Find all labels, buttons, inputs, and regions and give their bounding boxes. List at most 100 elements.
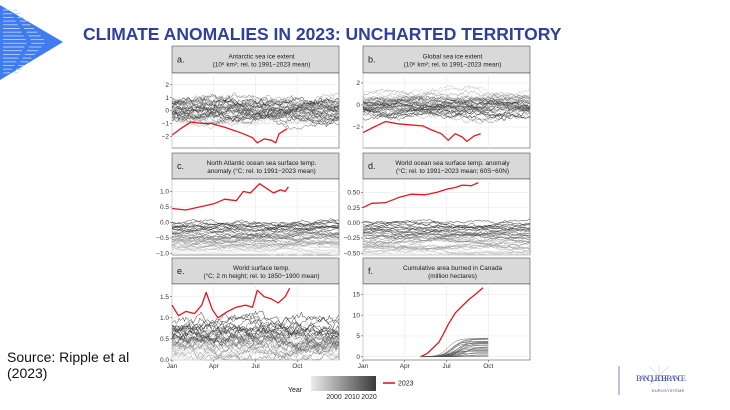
y-tick-label: 1.5 [160,294,169,301]
year-line [171,323,340,344]
year-line [171,105,340,126]
y-tick-label: 0 [165,108,169,115]
y-tick-label: 1.0 [160,315,169,322]
year-line [362,243,531,251]
year-line [171,238,340,249]
year-line [171,328,340,351]
y-tick-label: 10 [353,312,361,319]
year-line [362,243,531,251]
panel-title-line: (10⁶ km²; rel. to 1991−2023 mean) [404,62,502,69]
year-line [171,98,340,117]
year-line [362,224,531,233]
panel-header [362,45,531,74]
year-line [171,226,340,240]
year-line [171,99,340,121]
year-line [172,237,340,247]
year-line [362,220,531,229]
year-line [362,226,531,233]
year-line [171,339,340,361]
historical-year-lines [171,218,340,256]
series-2023-line [362,120,481,143]
year-line [171,245,340,253]
year-line [171,219,340,232]
y-tick-label: 0.50 [347,190,360,197]
year-line [171,105,340,124]
panel-letter: d. [368,161,376,171]
year-line [362,104,531,117]
year-line [171,233,340,241]
panel-letter: e. [177,266,185,276]
panel-letter: b. [368,55,376,65]
y-tick-label: −2 [353,124,361,131]
year-line [171,317,340,342]
year-line [171,332,340,359]
panel-title-line: World surface temp. [233,265,290,272]
year-line [172,323,340,348]
year-line [422,338,489,357]
y-tick-label: 1.0 [160,189,169,196]
panel-e: e. World surface temp.(°C; 2 m height; re… [160,257,340,370]
year-line [171,106,340,121]
x-tick-label: Jan [358,363,369,370]
y-tick-label: 0.00 [347,220,360,227]
year-line [171,227,340,238]
panel-header [362,152,531,180]
chart-grid: a. Antarctic sea ice extent(10⁶ km²; rel.… [156,45,531,370]
source-line-2: (2023) [7,365,47,381]
year-line [422,343,489,357]
legend: Year 2000 2010 2020 2023 [288,376,414,401]
panel-title-line: (10⁶ km²; rel. to 1991−2023 mean) [213,62,311,69]
panel-c: c. North Atlantic ocean sea surface temp.… [156,152,340,258]
y-tick-label: 5 [356,333,360,340]
y-tick-label: 0 [356,354,360,361]
year-line [171,234,340,246]
y-tick-label: 1 [165,95,169,102]
x-tick-label: Jan [167,363,178,370]
source-line-1: Source: Ripple et al [7,349,129,365]
year-line [362,218,531,229]
year-line [362,100,531,113]
panel-title-line: Antarctic sea ice extent [228,54,294,61]
y-tick-label: −1.0 [156,251,169,258]
y-tick-label: −0.50 [344,250,361,257]
panel-header [171,45,340,74]
year-line [171,311,340,329]
year-line [171,97,340,116]
year-line [362,231,531,240]
year-line [171,325,340,355]
year-line [171,335,340,361]
year-line [362,236,530,244]
panel-title-line: Cumulative area burned in Canada [403,265,503,272]
year-line [171,314,340,331]
y-tick-label: 2 [356,80,360,87]
year-line [171,245,340,256]
year-line [362,249,530,256]
year-line [171,219,340,230]
panel-b: b. Global sea ice extent(10⁶ km²; rel. to… [353,45,531,149]
year-line [362,234,531,244]
year-line [171,224,340,232]
legend-label-2020: 2020 [361,394,377,401]
year-line [171,225,340,232]
y-tick-label: 2 [165,82,169,89]
panel-header [171,152,340,180]
historical-year-lines [362,84,531,125]
x-tick-label: Oct [292,363,302,370]
x-tick-label: Oct [483,363,493,370]
year-line [363,95,531,109]
year-line [362,229,531,237]
logo-subtitle: EUROSYSTÈME [652,388,685,393]
y-tick-label: 0.25 [347,205,360,212]
panel-title-line: North Atlantic ocean sea surface temp. [207,160,317,167]
series-2023-line [171,287,291,319]
year-line [171,98,340,114]
y-tick-label: 0.0 [160,220,169,227]
year-line [362,97,531,111]
year-line [362,233,530,239]
y-tick-label: 0.5 [160,204,169,211]
year-line [171,238,340,247]
panel-title-line: Global sea ice extent [423,54,483,61]
series-2023-line [171,183,289,211]
year-line [362,242,530,250]
